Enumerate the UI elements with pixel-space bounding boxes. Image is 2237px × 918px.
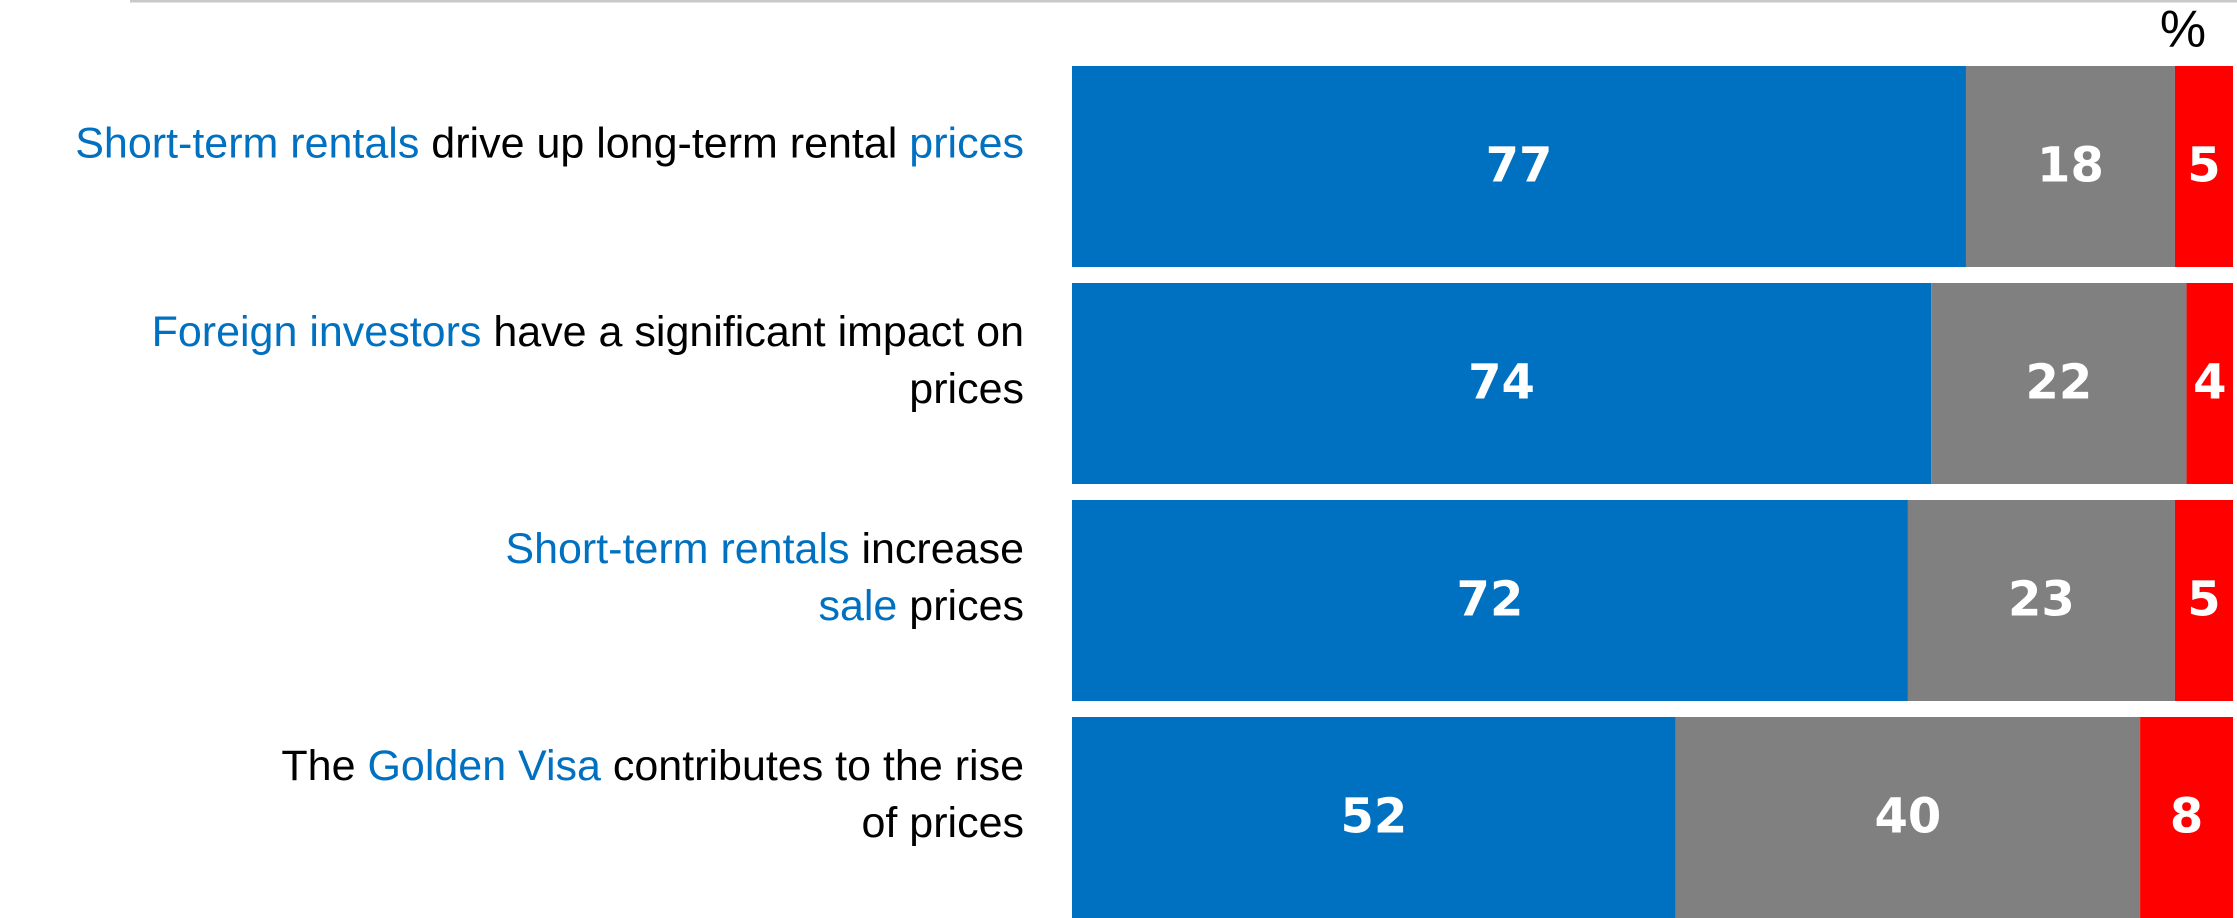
label-part: Short-term rentals bbox=[505, 525, 849, 573]
label-part: contributes to the rise bbox=[601, 742, 1024, 790]
label-part: prices bbox=[909, 365, 1024, 413]
bar-segment bbox=[2174, 66, 2233, 267]
category-label: sale prices bbox=[818, 582, 1024, 630]
data-label: 8 bbox=[2170, 789, 2203, 845]
data-label: 52 bbox=[1340, 789, 1407, 845]
bar-segment bbox=[2186, 283, 2233, 484]
bar-segment bbox=[2174, 500, 2233, 701]
data-label: 74 bbox=[1468, 355, 1535, 411]
data-label: 5 bbox=[2187, 138, 2220, 194]
data-label: 72 bbox=[1457, 572, 1524, 628]
data-label: 4 bbox=[2193, 355, 2226, 411]
label-part: Golden Visa bbox=[367, 742, 601, 790]
bar-segment bbox=[1965, 66, 2175, 267]
bar-segment bbox=[1675, 717, 2141, 918]
label-part: Short-term rentals bbox=[75, 120, 419, 168]
bar-segment bbox=[2140, 717, 2233, 918]
data-label: 40 bbox=[1875, 789, 1942, 845]
unit-label: % bbox=[2160, 1, 2206, 59]
data-label: 23 bbox=[2008, 572, 2075, 628]
label-part: prices bbox=[897, 582, 1024, 630]
data-label: 77 bbox=[1486, 138, 1553, 194]
label-part: The bbox=[281, 742, 367, 790]
bar-segment bbox=[1931, 283, 2187, 484]
bar-segment bbox=[1072, 500, 1908, 701]
category-label: prices bbox=[909, 365, 1024, 413]
data-label: 18 bbox=[2037, 138, 2104, 194]
label-part: have a significant impact on bbox=[481, 308, 1024, 356]
label-part: of prices bbox=[861, 799, 1024, 847]
category-label: Foreign investors have a significant imp… bbox=[152, 308, 1024, 356]
category-label: of prices bbox=[861, 799, 1024, 847]
label-part: Foreign investors bbox=[152, 308, 482, 356]
bar-segment bbox=[1072, 66, 1966, 267]
bar-segment bbox=[1907, 500, 2175, 701]
bar-segment bbox=[1072, 717, 1676, 918]
category-label: The Golden Visa contributes to the rise bbox=[281, 742, 1024, 790]
data-label: 5 bbox=[2187, 572, 2220, 628]
bar-segment bbox=[1072, 283, 1932, 484]
data-label: 22 bbox=[2025, 355, 2092, 411]
label-part: drive up long-term rental bbox=[419, 120, 909, 168]
label-part: increase bbox=[850, 525, 1024, 573]
category-label: Short-term rentals drive up long-term re… bbox=[75, 120, 1024, 168]
category-label: Short-term rentals increase bbox=[505, 525, 1024, 573]
label-part: sale bbox=[818, 582, 897, 630]
label-part: prices bbox=[909, 120, 1024, 168]
